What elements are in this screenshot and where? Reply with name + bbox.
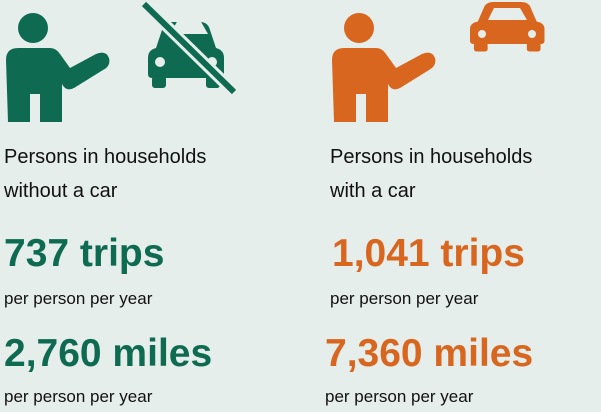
trips: 737 trips [4, 232, 165, 275]
person-icon [6, 13, 110, 122]
slash [141, 1, 237, 95]
unit: per person per year [4, 387, 153, 406]
label: Persons in households [330, 146, 533, 168]
unit: per person per year [325, 387, 474, 406]
label: Persons in households [4, 146, 207, 168]
trips: 1,041 trips [332, 232, 525, 275]
unit: per person per year [4, 289, 153, 308]
person-icon [332, 13, 436, 122]
unit: per person per year [330, 289, 479, 308]
label: without a car [4, 180, 118, 202]
miles: 2,760 miles [4, 332, 213, 375]
label: with a car [330, 180, 416, 202]
car-icon [470, 2, 545, 52]
miles: 7,360 miles [325, 332, 534, 375]
